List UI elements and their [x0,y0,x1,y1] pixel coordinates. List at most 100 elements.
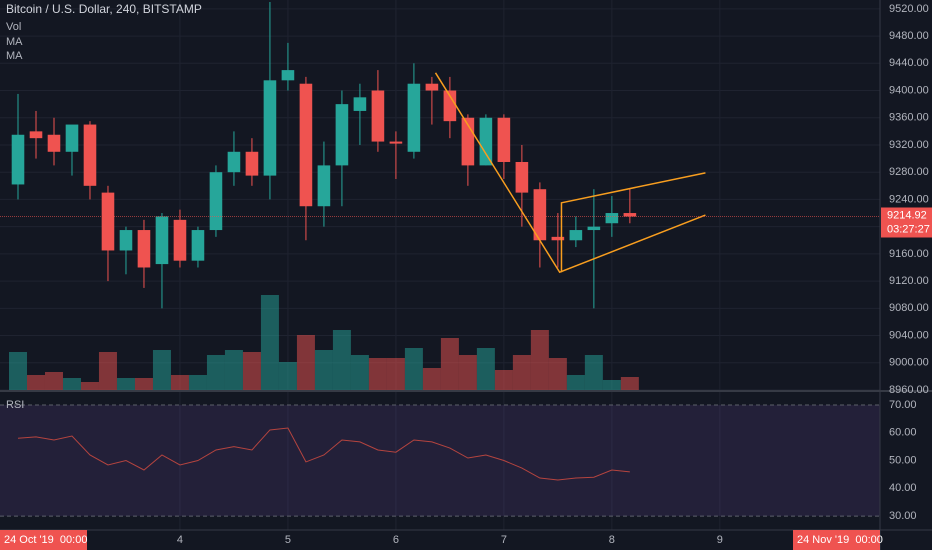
volume-bar [458,355,477,390]
volume-bar [602,380,621,390]
volume-bar [242,352,261,390]
last-price-label: 9214.92 [887,209,927,221]
labels: 9520.009480.009440.009400.009360.009320.… [0,3,932,550]
rsi-band [0,404,880,517]
volume-bar [260,295,279,390]
candle-body [353,97,367,111]
x-tick-label: 5 [285,534,291,546]
volume-bar [188,375,207,390]
volume-bar [584,355,603,390]
volume-bar [386,358,405,390]
volume-bar [530,330,549,390]
y-tick-label: 9480.00 [889,30,929,42]
candle-body [623,213,637,217]
volume-bar [62,378,81,390]
candle-body [101,192,115,251]
candle-body [65,124,79,152]
rsi-title: RSI [6,399,24,411]
candle-body [83,124,97,186]
trend-drawing [560,172,706,273]
rsi-tick-label: 40.00 [889,482,917,494]
y-tick-label: 9240.00 [889,193,929,205]
range-tag [793,530,880,550]
y-tick-label: 9280.00 [889,166,929,178]
y-tick-label: 9160.00 [889,248,929,260]
rsi-tick-label: 60.00 [889,427,917,439]
rsi-line [17,427,630,481]
volume-bar [116,378,135,390]
indicator-label: MA [6,36,23,48]
candle-body [119,230,133,251]
candle-body [335,104,349,166]
volume-bar [368,358,387,390]
candle-body [281,70,295,81]
y-tick-label: 9080.00 [889,302,929,314]
candle-body [479,117,493,166]
volume-bar [278,362,297,390]
volume-bar [152,350,171,390]
indicator-label: Vol [6,21,21,33]
candle-body [227,151,241,173]
candle-body [407,83,421,152]
volume-bar [98,352,117,390]
volume-bar [26,375,45,390]
candle-body [515,161,529,193]
candle-body [29,131,43,139]
y-tick-label: 9360.00 [889,112,929,124]
candle-body [299,83,313,207]
volume-bar [224,350,243,390]
range-tag [0,530,87,550]
volume-bar [440,338,459,390]
candle-body [533,189,547,241]
volume-bar [170,375,189,390]
y-tick-label: 9120.00 [889,275,929,287]
candle-body [371,90,385,142]
volume-bar [8,352,27,390]
y-tick-label: 9520.00 [889,3,929,15]
candle-body [47,134,61,152]
candle-body [497,117,511,162]
y-tick-label: 9400.00 [889,84,929,96]
volume-bar [332,330,351,390]
candle-body [317,165,331,207]
volume-bar [296,335,315,390]
indicator-label: MA [6,50,23,62]
candle-body [551,236,565,241]
volume-bar [422,368,441,390]
volume-bar [44,372,63,390]
x-tick-label: 8 [609,534,615,546]
volume-bar [314,350,333,390]
volume-bar [566,375,585,390]
y-tick-label: 9320.00 [889,139,929,151]
trend-drawing [434,72,706,274]
x-tick-label: 9 [717,534,723,546]
volume-bar [620,377,639,390]
rsi-background [0,404,880,517]
candle-body [569,230,583,241]
volume-bar [350,355,369,390]
candle-body [11,134,25,185]
candle-body [587,226,601,231]
volume-bar [494,370,513,390]
y-tick-label: 8960.00 [889,384,929,396]
candle-body [137,230,151,268]
volume-bar [206,355,225,390]
rsi-tick-label: 70.00 [889,399,917,411]
volume-bar [476,348,495,390]
rsi-tick-label: 30.00 [889,510,917,522]
volume-bar [80,382,99,390]
range-label: 24 Oct '19 00:00 [4,534,87,546]
chart-title: Bitcoin / U.S. Dollar, 240, BITSTAMP [6,2,202,16]
marks [0,2,880,481]
y-tick-label: 9040.00 [889,329,929,341]
candle-body [263,80,277,176]
candle-body [443,90,457,122]
volume-bar [134,378,153,390]
x-tick-label: 7 [501,534,507,546]
countdown-label: 03:27:27 [887,223,930,235]
candle-body [209,172,223,231]
candle-body [245,151,259,176]
x-tick-label: 6 [393,534,399,546]
